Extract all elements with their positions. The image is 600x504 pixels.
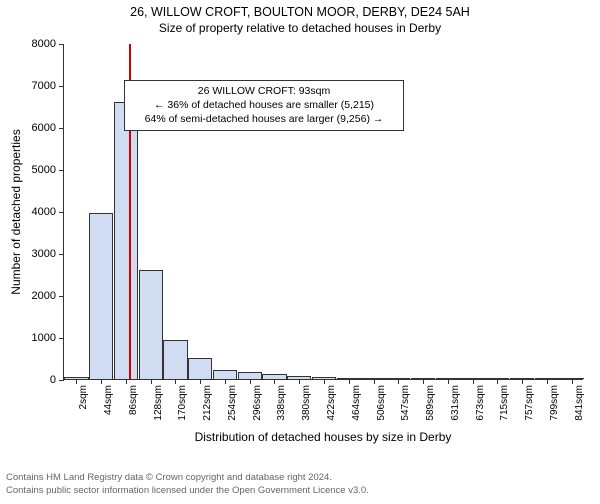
xtick-label: 86sqm	[126, 385, 139, 415]
xtick-label: 841sqm	[572, 385, 585, 421]
bar	[213, 370, 237, 379]
ytick-label: 1000	[32, 332, 64, 344]
xtick	[101, 379, 102, 384]
legend-line-1: 26 WILLOW CROFT: 93sqm	[131, 84, 397, 98]
xtick	[398, 379, 399, 384]
xtick-label: 506sqm	[374, 385, 387, 421]
xtick	[274, 379, 275, 384]
y-axis-label: Number of detached properties	[9, 129, 23, 294]
xtick	[126, 379, 127, 384]
xtick	[572, 379, 573, 384]
xtick	[448, 379, 449, 384]
xtick-label: 422sqm	[324, 385, 337, 421]
xtick-label: 799sqm	[547, 385, 560, 421]
xtick	[250, 379, 251, 384]
xtick-label: 673sqm	[473, 385, 486, 421]
xtick	[349, 379, 350, 384]
ytick-label: 3000	[32, 248, 64, 260]
xtick-label: 128sqm	[151, 385, 164, 421]
xtick-label: 338sqm	[274, 385, 287, 421]
xtick	[299, 379, 300, 384]
legend-line-3: 64% of semi-detached houses are larger (…	[131, 112, 397, 126]
xtick-label: 44sqm	[101, 385, 114, 415]
footer-line-1: Contains HM Land Registry data © Crown c…	[6, 472, 594, 485]
footer-line-2: Contains public sector information licen…	[6, 485, 594, 498]
legend-line-2: ← 36% of detached houses are smaller (5,…	[131, 98, 397, 112]
bar	[139, 270, 163, 379]
xtick-label: 589sqm	[423, 385, 436, 421]
legend-box: 26 WILLOW CROFT: 93sqm ← 36% of detached…	[124, 80, 404, 131]
bar	[163, 340, 187, 379]
xtick-label: 380sqm	[299, 385, 312, 421]
xtick	[225, 379, 226, 384]
xtick	[324, 379, 325, 384]
xtick-label: 254sqm	[225, 385, 238, 421]
xtick	[423, 379, 424, 384]
xtick-label: 547sqm	[398, 385, 411, 421]
xtick	[200, 379, 201, 384]
chart: 0 1000 2000 3000 4000 5000 6000 7000 8000 2sqm 44s…	[0, 38, 600, 456]
xtick	[374, 379, 375, 384]
ytick-label: 7000	[32, 80, 64, 92]
page-subtitle: Size of property relative to detached ho…	[0, 21, 600, 37]
xtick-label: 2sqm	[76, 385, 89, 409]
bar	[114, 102, 138, 379]
xtick	[175, 379, 176, 384]
ytick-label: 0	[50, 374, 64, 386]
xtick-label: 170sqm	[175, 385, 188, 421]
xtick	[497, 379, 498, 384]
xtick	[547, 379, 548, 384]
bar	[188, 358, 212, 379]
xtick-label: 715sqm	[497, 385, 510, 421]
page-title: 26, WILLOW CROFT, BOULTON MOOR, DERBY, D…	[0, 4, 600, 20]
xtick	[473, 379, 474, 384]
footer: Contains HM Land Registry data © Crown c…	[0, 468, 600, 504]
x-axis-label: Distribution of detached houses by size …	[195, 430, 452, 444]
ytick-label: 6000	[32, 122, 64, 134]
xtick	[151, 379, 152, 384]
xtick-label: 296sqm	[250, 385, 263, 421]
ytick-label: 4000	[32, 206, 64, 218]
xtick-label: 464sqm	[349, 385, 362, 421]
xtick	[522, 379, 523, 384]
xtick	[76, 379, 77, 384]
ytick-label: 8000	[32, 38, 64, 50]
bar	[238, 372, 262, 379]
ytick-label: 5000	[32, 164, 64, 176]
xtick-label: 631sqm	[448, 385, 461, 421]
ytick-label: 2000	[32, 290, 64, 302]
xtick-label: 757sqm	[522, 385, 535, 421]
xtick-label: 212sqm	[200, 385, 213, 421]
bar	[89, 213, 113, 379]
